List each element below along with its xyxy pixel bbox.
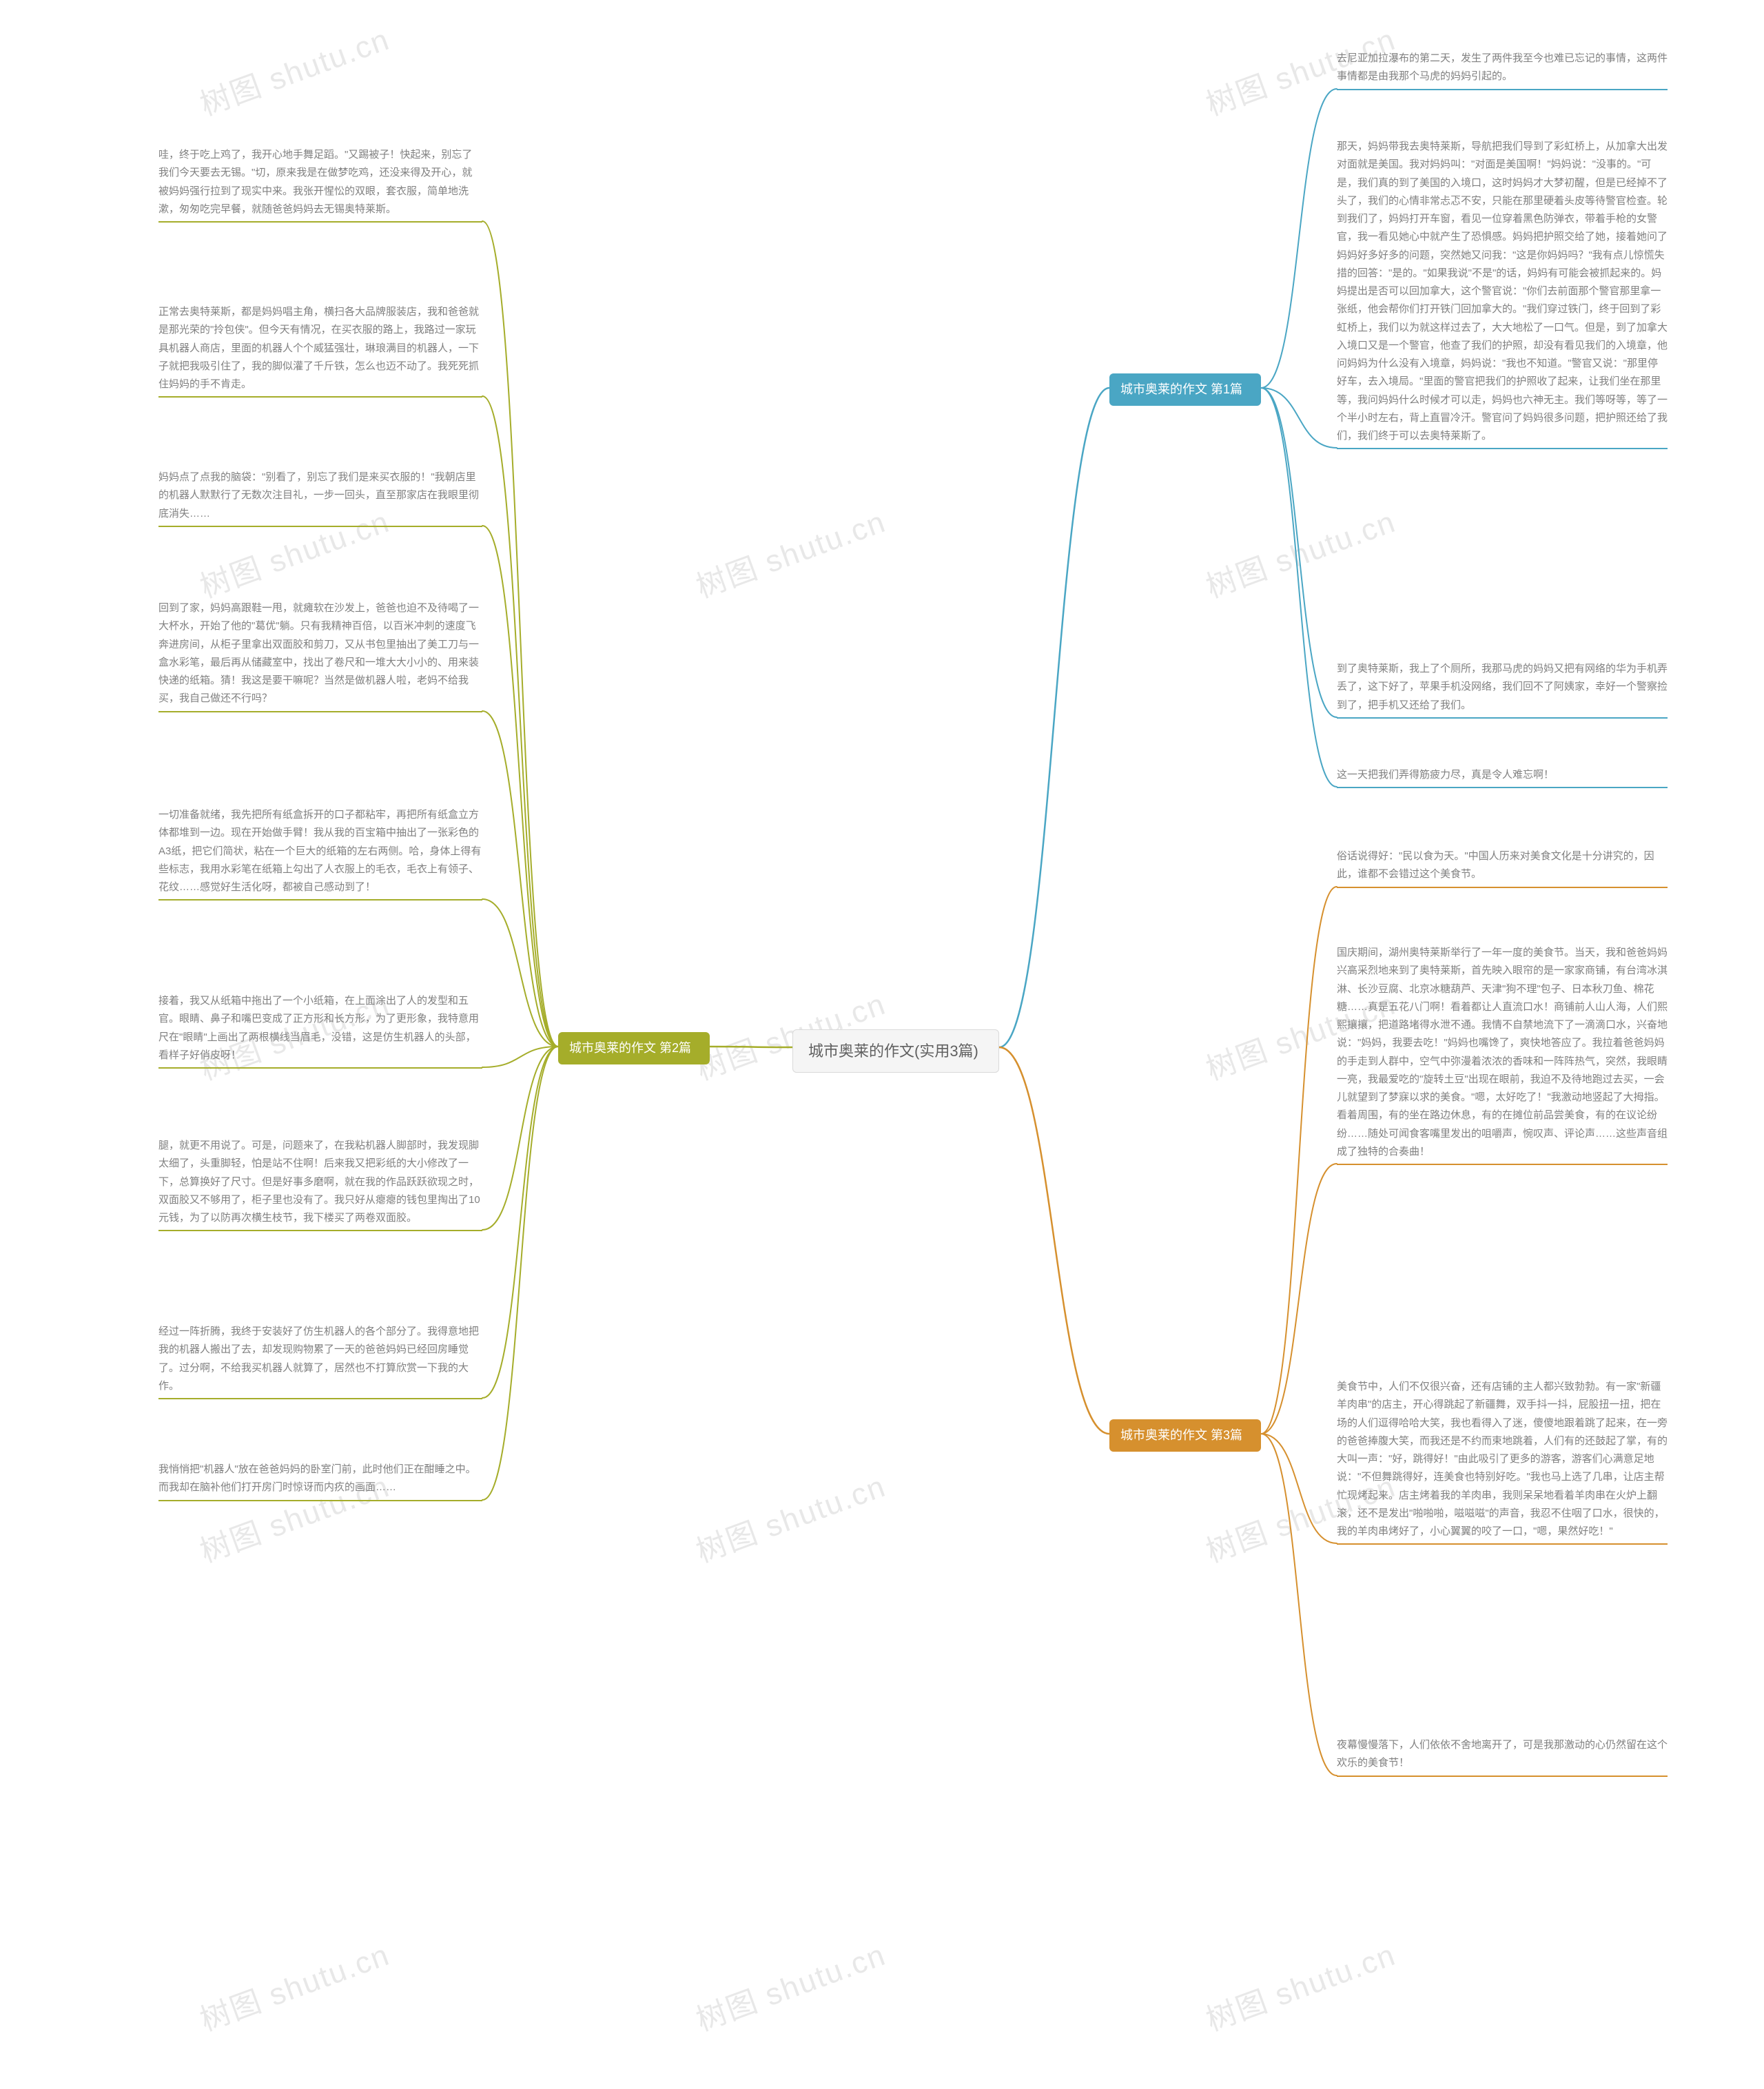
leaf-underline bbox=[158, 1230, 482, 1231]
leaf-b2-3: 回到了家，妈妈高跟鞋一甩，就瘫软在沙发上，爸爸也迫不及待喝了一大杯水，开始了他的… bbox=[158, 599, 482, 708]
leaf-underline bbox=[158, 1067, 482, 1069]
leaf-underline bbox=[1337, 1543, 1668, 1545]
leaf-b1-0: 去尼亚加拉瀑布的第二天，发生了两件我至今也难已忘记的事情，这两件事情都是由我那个… bbox=[1337, 50, 1668, 86]
leaf-underline bbox=[158, 396, 482, 398]
watermark-text: 树图 shutu.cn bbox=[1199, 1930, 1401, 2039]
leaf-b2-2: 妈妈点了点我的脑袋："别看了，别忘了我们是来买衣服的！"我朝店里的机器人默默行了… bbox=[158, 469, 482, 523]
leaf-b3-2: 美食节中，人们不仅很兴奋，还有店铺的主人都兴致勃勃。有一家"新疆羊肉串"的店主，… bbox=[1337, 1378, 1668, 1541]
leaf-b2-8: 我悄悄把"机器人"放在爸爸妈妈的卧室门前，此时他们正在酣睡之中。而我却在脑补他们… bbox=[158, 1461, 482, 1497]
leaf-b1-2: 到了奥特莱斯，我上了个厕所，我那马虎的妈妈又把有网络的华为手机弄丢了，这下好了，… bbox=[1337, 660, 1668, 714]
root-node: 城市奥莱的作文(实用3篇) bbox=[792, 1029, 999, 1073]
leaf-underline bbox=[158, 526, 482, 527]
leaf-underline bbox=[1337, 887, 1668, 888]
watermark-text: 树图 shutu.cn bbox=[193, 14, 395, 124]
branch-b1: 城市奥莱的作文 第1篇 bbox=[1109, 373, 1261, 406]
leaf-b2-5: 接着，我又从纸箱中拖出了一个小纸箱，在上面涂出了人的发型和五官。眼睛、鼻子和嘴巴… bbox=[158, 992, 482, 1064]
branch-b2: 城市奥莱的作文 第2篇 bbox=[558, 1032, 710, 1064]
leaf-b3-1: 国庆期间，湖州奥特莱斯举行了一年一度的美食节。当天，我和爸爸妈妈兴高采烈地来到了… bbox=[1337, 944, 1668, 1161]
leaf-underline bbox=[158, 899, 482, 901]
leaf-underline bbox=[158, 711, 482, 712]
leaf-underline bbox=[158, 1500, 482, 1501]
leaf-underline bbox=[1337, 787, 1668, 788]
leaf-b3-3: 夜幕慢慢落下，人们依依不舍地离开了，可是我那激动的心仍然留在这个欢乐的美食节！ bbox=[1337, 1736, 1668, 1773]
leaf-b2-7: 经过一阵折腾，我终于安装好了仿生机器人的各个部分了。我得意地把我的机器人搬出了去… bbox=[158, 1323, 482, 1395]
leaf-b3-0: 俗话说得好："民以食为天。"中国人历来对美食文化是十分讲究的，因此，谁都不会错过… bbox=[1337, 847, 1668, 884]
watermark-text: 树图 shutu.cn bbox=[689, 1461, 891, 1571]
leaf-b2-0: 哇，终于吃上鸡了，我开心地手舞足蹈。"又踢被子！快起来，别忘了我们今天要去无锡。… bbox=[158, 146, 482, 218]
leaf-underline bbox=[158, 1398, 482, 1399]
leaf-underline bbox=[1337, 717, 1668, 719]
watermark-text: 树图 shutu.cn bbox=[689, 497, 891, 606]
leaf-underline bbox=[158, 221, 482, 223]
watermark-text: 树图 shutu.cn bbox=[689, 1930, 891, 2039]
leaf-b1-1: 那天，妈妈带我去奥特莱斯，导航把我们导到了彩虹桥上，从加拿大出发对面就是美国。我… bbox=[1337, 138, 1668, 445]
watermark-text: 树图 shutu.cn bbox=[1199, 497, 1401, 606]
branch-b3: 城市奥莱的作文 第3篇 bbox=[1109, 1419, 1261, 1452]
leaf-b2-6: 腿，就更不用说了。可是，问题来了，在我粘机器人脚部时，我发现脚太细了，头重脚轻，… bbox=[158, 1137, 482, 1227]
leaf-underline bbox=[1337, 1776, 1668, 1777]
leaf-underline bbox=[1337, 448, 1668, 449]
watermark-text: 树图 shutu.cn bbox=[193, 1930, 395, 2039]
leaf-underline bbox=[1337, 89, 1668, 90]
leaf-underline bbox=[1337, 1164, 1668, 1165]
leaf-b2-1: 正常去奥特莱斯，都是妈妈唱主角，横扫各大品牌服装店，我和爸爸就是那光荣的"拎包侠… bbox=[158, 303, 482, 393]
leaf-b2-4: 一切准备就绪，我先把所有纸盒拆开的口子都粘牢，再把所有纸盒立方体都堆到一边。现在… bbox=[158, 806, 482, 896]
leaf-b1-3: 这一天把我们弄得筋疲力尽，真是令人难忘啊！ bbox=[1337, 766, 1668, 784]
